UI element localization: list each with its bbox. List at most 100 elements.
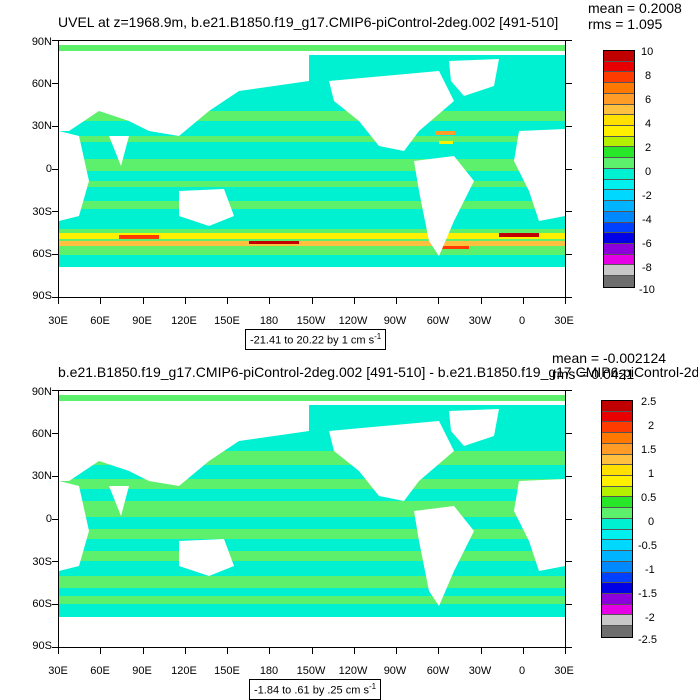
bottom-lon-label: 30E [48, 665, 68, 677]
top-lat-tick [52, 40, 58, 41]
top-lon-label: 150E [214, 315, 240, 327]
top-map-panel: UVEL at z=1968.9m, b.e21.B1850.f19_g17.C… [31, 0, 682, 350]
bottom-colorbar-swatch [602, 411, 632, 423]
top-map-title: UVEL at z=1968.9m, b.e21.B1850.f19_g17.C… [58, 14, 559, 30]
top-lon-tick [481, 298, 482, 304]
bottom-colorbar-swatch [602, 422, 632, 434]
top-lat-label: 60S [32, 248, 52, 260]
bottom-colorbar-swatch [602, 508, 632, 519]
bottom-map-title: b.e21.B1850.f19_g17.CMIP6-piControl-2deg… [58, 364, 698, 380]
top-colorbar-label: 10 [641, 46, 654, 58]
top-colorbar-label: 2 [645, 142, 652, 154]
bottom-lon-tick [185, 648, 186, 654]
bottom-colorbar-swatch [602, 529, 632, 541]
bottom-lon-tick [269, 648, 270, 654]
bottom-colorbar-swatch [602, 433, 632, 444]
bottom-colorbar-label: 1.5 [641, 444, 657, 456]
top-lat-tick [52, 211, 58, 212]
top-colorbar-swatch [604, 243, 634, 255]
top-lon-tick [396, 298, 397, 304]
top-colorbar-label: 0 [645, 166, 652, 178]
top-lat-label: 90N [31, 36, 52, 48]
bottom-lon-label: 120E [171, 665, 197, 677]
bottom-lon-label: 0 [518, 665, 526, 677]
top-lon-tick [269, 298, 270, 304]
top-lon-label: 120E [171, 315, 197, 327]
bottom-lon-label: 90W [383, 665, 407, 677]
top-lat-label: 30N [31, 120, 52, 132]
top-colorbar-label: -4 [642, 214, 652, 226]
bottom-lon-tick [523, 648, 524, 654]
top-contour-range-box: -21.41 to 20.22 by 1 cm s-1 [245, 329, 387, 350]
bottom-lon-tick [143, 648, 144, 654]
bottom-colorbar-label: 0 [648, 516, 655, 528]
bottom-colorbar-swatch [602, 626, 632, 637]
top-lon-label: 30E [554, 315, 574, 327]
bottom-lon-tick [481, 648, 482, 654]
top-lon-label: 120W [338, 315, 368, 327]
bottom-lon-tick [565, 648, 566, 654]
top-lon-label: 90E [132, 315, 152, 327]
bottom-lat-tick [566, 476, 572, 477]
top-colorbar-swatch [604, 233, 634, 244]
top-colorbar-swatch [604, 254, 634, 266]
top-colorbar-swatch [604, 201, 634, 212]
bottom-mean-stat: mean = -0.002124 [552, 350, 667, 366]
top-lat-label: 0 [45, 163, 52, 175]
bottom-lon-tick [312, 648, 313, 654]
bottom-lat-tick [566, 647, 572, 648]
top-colorbar-swatch [604, 147, 634, 159]
bottom-lat-label: 90N [31, 386, 52, 398]
bottom-colorbar [601, 400, 633, 638]
top-lon-label: 180 [259, 315, 279, 327]
bottom-lat-tick [52, 604, 58, 605]
bottom-colorbar-label: -2 [645, 612, 655, 624]
top-mean-stat: mean = 0.2008 [588, 0, 682, 16]
top-lat-tick [52, 254, 58, 255]
top-colorbar-swatch [604, 61, 634, 73]
bottom-colorbar-swatch [602, 540, 632, 552]
bottom-lon-label: 30E [554, 665, 574, 677]
top-colorbar-label: -10 [639, 284, 655, 296]
top-lon-label: 150W [296, 315, 326, 327]
top-ocean-field [59, 41, 565, 297]
bottom-lat-tick [52, 647, 58, 648]
bottom-lon-label: 150E [214, 665, 240, 677]
top-colorbar-swatch [604, 126, 634, 137]
top-lon-tick [227, 298, 228, 304]
bottom-lon-label: 150W [296, 665, 326, 677]
bottom-colorbar-swatch [602, 561, 632, 573]
top-contour-range-text: -21.41 to 20.22 by 1 cm s [250, 334, 375, 347]
top-lon-tick [143, 298, 144, 304]
bottom-colorbar-swatch [602, 551, 632, 562]
bottom-lat-tick [52, 476, 58, 477]
top-contour-range-unit-exponent: -1 [374, 332, 382, 341]
top-colorbar-label: 4 [645, 118, 652, 130]
top-colorbar-swatch [604, 211, 634, 223]
bottom-colorbar-label: -1.5 [638, 588, 657, 600]
bottom-lat-label: 90S [32, 640, 52, 652]
bottom-contour-range-text: -1.84 to .61 by .25 cm s [254, 684, 369, 697]
top-lon-label: 60W [426, 315, 450, 327]
bottom-lat-tick [566, 561, 572, 562]
bottom-colorbar-swatch [602, 497, 632, 509]
bottom-lon-label: 90E [132, 665, 152, 677]
bottom-map-plot-area [58, 390, 566, 648]
bottom-lat-label: 60N [31, 428, 52, 440]
bottom-lat-tick [52, 390, 58, 391]
bottom-colorbar-label: 2.5 [641, 396, 657, 408]
top-lon-label: 30W [468, 315, 492, 327]
bottom-contour-range-box: -1.84 to .61 by .25 cm s-1 [249, 679, 382, 700]
bottom-colorbar-swatch [602, 593, 632, 605]
bottom-colorbar-swatch [602, 583, 632, 594]
bottom-colorbar-swatch [602, 454, 632, 466]
top-colorbar-swatch [604, 265, 634, 277]
bottom-lat-tick [52, 561, 58, 562]
top-lon-tick [523, 298, 524, 304]
top-colorbar-swatch [604, 93, 634, 105]
top-lat-label: 30S [32, 206, 52, 218]
bottom-lon-tick [354, 648, 355, 654]
bottom-contour-range-unit-exponent: -1 [368, 682, 377, 691]
top-colorbar-label: -6 [642, 238, 652, 250]
top-lat-tick [566, 297, 572, 298]
